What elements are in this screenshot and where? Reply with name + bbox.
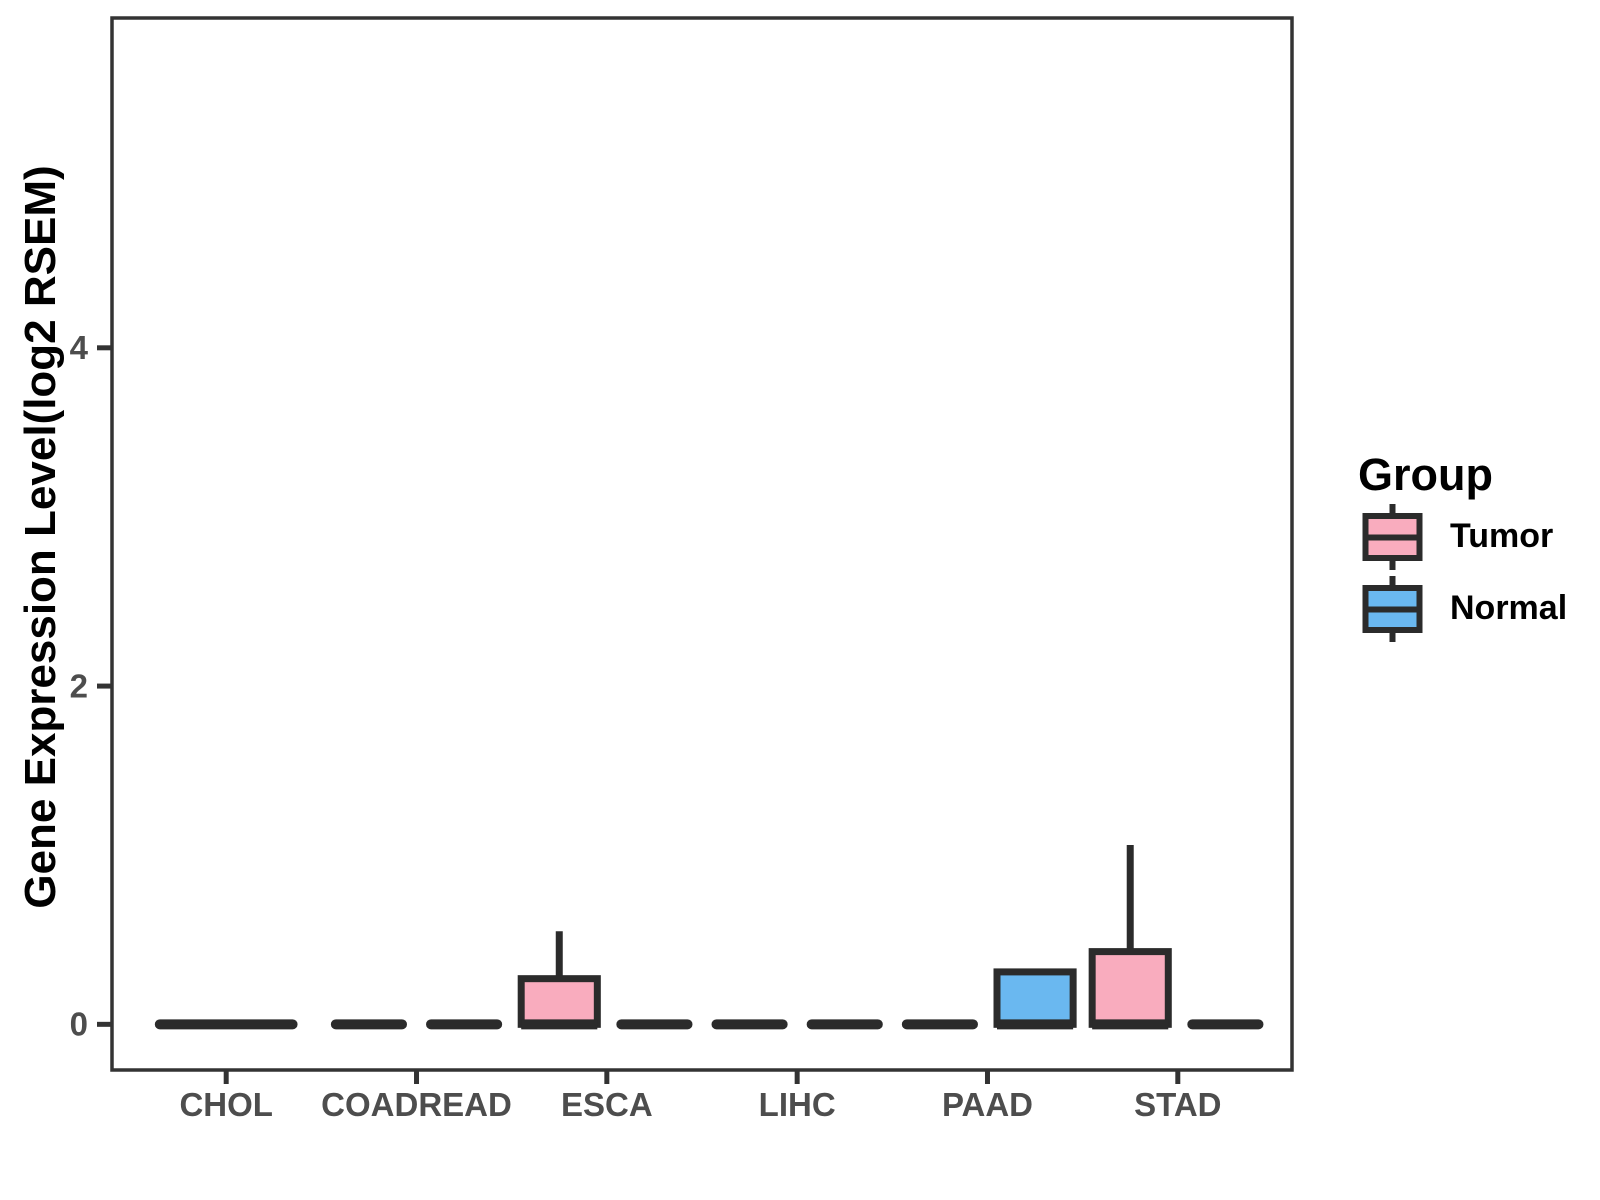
legend-entry-tumor: Tumor [1358, 502, 1567, 572]
y-tick-label: 4 [70, 329, 89, 366]
normal-boxplot-key-icon [1362, 575, 1423, 642]
x-tick-label-coadread: COADREAD [321, 1086, 512, 1123]
tumor-boxplot-key-icon [1362, 503, 1423, 570]
y-tick-label: 0 [70, 1006, 88, 1043]
legend-entry-normal: Normal [1358, 574, 1567, 644]
box-stad-tumor [1088, 948, 1172, 1028]
y-tick-label: 2 [70, 667, 88, 704]
legend: Group Tumor Normal [1358, 450, 1567, 644]
x-tick-label-esca: ESCA [561, 1086, 653, 1123]
box-paad-normal [993, 968, 1077, 1028]
x-tick-label-paad: PAAD [942, 1086, 1033, 1123]
y-axis-title: Gene Expression Level(log2 RSEM) [16, 165, 65, 909]
legend-label-normal: Normal [1450, 589, 1568, 627]
x-tick-label-stad: STAD [1134, 1086, 1221, 1123]
x-tick-label-chol: CHOL [179, 1086, 273, 1123]
panel-border [110, 16, 1294, 1072]
x-tick-label-lihc: LIHC [759, 1086, 836, 1123]
legend-title: Group [1358, 449, 1493, 500]
legend-label-tumor: Tumor [1450, 517, 1554, 555]
box-esca-tumor [517, 975, 601, 1028]
